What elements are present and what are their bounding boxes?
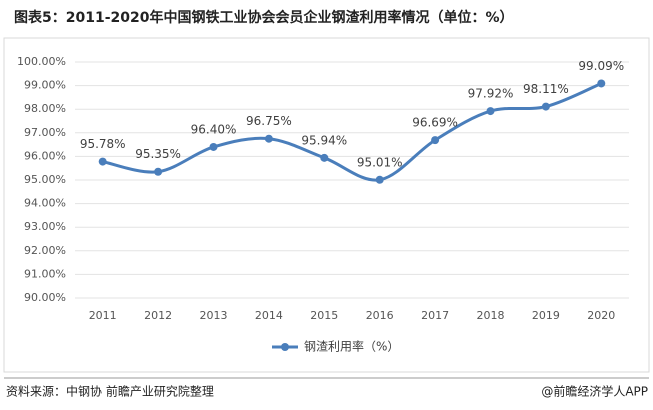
chart-frame [3,37,650,373]
value-label: 98.11% [523,82,569,96]
y-tick-label: 93.00% [24,220,66,233]
y-tick-label: 100.00% [17,55,66,68]
y-tick-label: 96.00% [24,149,66,162]
source: 资料来源：中钢协 前瞻产业研究院整理 [6,384,214,399]
point [375,175,384,184]
x-tick-label: 2019 [532,309,560,322]
y-tick-label: 98.00% [24,102,66,115]
value-label: 97.92% [468,87,514,101]
value-label: 96.40% [191,122,237,136]
y-tick-label: 95.00% [24,173,66,186]
y-tick-label: 91.00% [24,267,66,280]
x-tick-label: 2016 [366,309,394,322]
x-tick-label: 2012 [144,309,172,322]
value-label: 96.69% [412,116,458,130]
point [264,134,273,143]
value-label: 96.75% [246,114,292,128]
line [102,82,602,182]
x-tick-label: 2017 [421,309,449,322]
point [597,79,606,88]
value-label: 95.01% [357,155,403,169]
y-tick-label: 92.00% [24,244,66,257]
y-tick-label: 90.00% [24,291,66,304]
value-label: 95.94% [301,133,347,147]
x-tick-label: 2011 [89,309,117,322]
x-tick-label: 2018 [477,309,505,322]
y-tick-label: 97.00% [24,126,66,139]
value-label: 99.09% [578,59,624,73]
x-tick-label: 2013 [200,309,228,322]
point [541,102,550,111]
value-label: 95.78% [80,137,126,151]
y-tick-label: 99.00% [24,79,66,92]
x-tick-label: 2015 [310,309,338,322]
point [209,142,218,151]
credit: @前瞻经济学人APP [541,384,648,399]
value-label: 95.35% [135,147,181,161]
x-tick-label: 2014 [255,309,283,322]
point [98,157,107,166]
chart-title: 图表5：2011-2020年中国钢铁工业协会会员企业钢渣利用率情况（单位：%） [14,9,514,26]
point [431,136,440,145]
point [320,153,329,162]
x-tick-label: 2020 [587,309,615,322]
y-tick-label: 94.00% [24,197,66,210]
point [486,107,495,116]
point [154,167,163,176]
legend-label: 钢渣利用率（%） [304,339,399,354]
legend-marker [281,343,289,351]
